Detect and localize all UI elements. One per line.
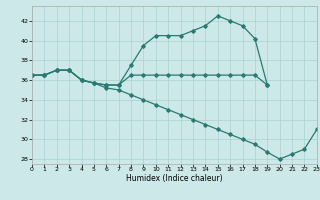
X-axis label: Humidex (Indice chaleur): Humidex (Indice chaleur) [126, 174, 223, 183]
